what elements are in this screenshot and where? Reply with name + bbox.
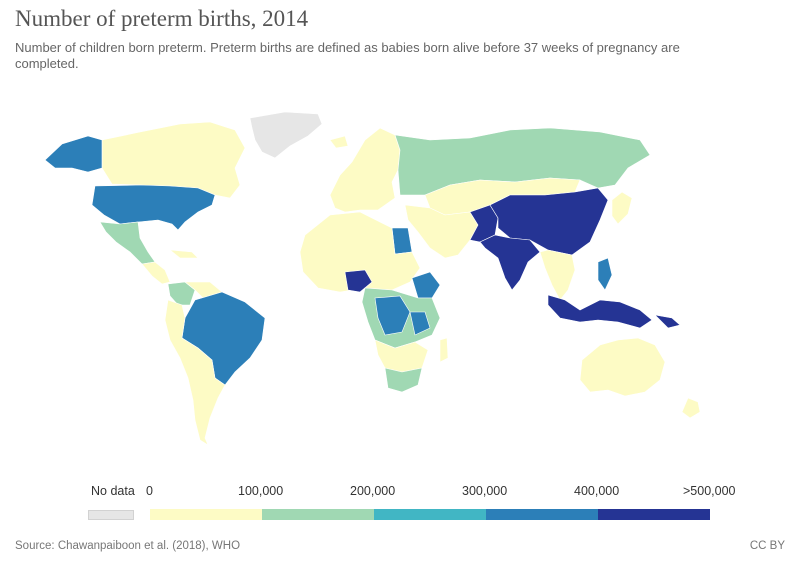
legend-tick-4: 400,000 (574, 484, 620, 498)
region-ethiopia[interactable] (411, 271, 441, 299)
region-madagascar[interactable] (439, 337, 449, 363)
region-china[interactable] (489, 187, 609, 256)
region-philippines[interactable] (597, 257, 613, 291)
region-south-america-west[interactable] (164, 299, 226, 446)
legend-tick-1: 100,000 (238, 484, 284, 498)
legend-no-data-label: No data (91, 484, 135, 498)
license-link[interactable]: CC BY (749, 540, 785, 552)
legend-swatch-bin-3 (374, 509, 486, 520)
region-south-africa[interactable] (384, 367, 423, 393)
region-africa-north-west[interactable] (299, 211, 421, 293)
region-new-zealand[interactable] (681, 397, 701, 419)
region-canada[interactable] (101, 121, 246, 199)
region-dr-congo[interactable] (374, 295, 411, 336)
region-southeast-asia[interactable] (539, 249, 576, 301)
chart-subtitle: Number of children born preterm. Preterm… (15, 40, 680, 71)
region-central-america[interactable] (141, 261, 171, 285)
region-mexico[interactable] (99, 221, 156, 265)
region-usa[interactable] (91, 184, 216, 231)
legend-tick-2: 200,000 (350, 484, 396, 498)
world-map (44, 111, 701, 446)
legend-swatch-bin-4 (486, 509, 598, 520)
legend-tick-3: 300,000 (462, 484, 508, 498)
region-alaska[interactable] (44, 135, 103, 173)
region-middle-east[interactable] (404, 204, 479, 259)
region-greenland[interactable] (249, 111, 323, 159)
legend-no-data-swatch (88, 510, 134, 520)
region-india[interactable] (479, 234, 541, 291)
region-papua[interactable] (654, 314, 681, 329)
region-egypt[interactable] (391, 227, 413, 255)
chart-title: Number of preterm births, 2014 (15, 6, 309, 31)
region-japan[interactable] (611, 191, 633, 225)
source-note: Source: Chawanpaiboon et al. (2018), WHO (15, 540, 241, 552)
region-australia[interactable] (579, 337, 666, 397)
region-iceland[interactable] (329, 135, 349, 149)
legend-tick-0: 0 (146, 484, 153, 498)
region-indonesia[interactable] (547, 294, 653, 329)
legend-swatch-bin-1 (150, 509, 262, 520)
region-tanzania[interactable] (409, 311, 431, 336)
legend-tick-5: >500,000 (683, 484, 736, 498)
region-nigeria[interactable] (344, 269, 373, 293)
legend-swatch-bin-5 (598, 509, 710, 520)
region-caribbean[interactable] (169, 249, 199, 259)
legend-swatch-bin-2 (262, 509, 374, 520)
